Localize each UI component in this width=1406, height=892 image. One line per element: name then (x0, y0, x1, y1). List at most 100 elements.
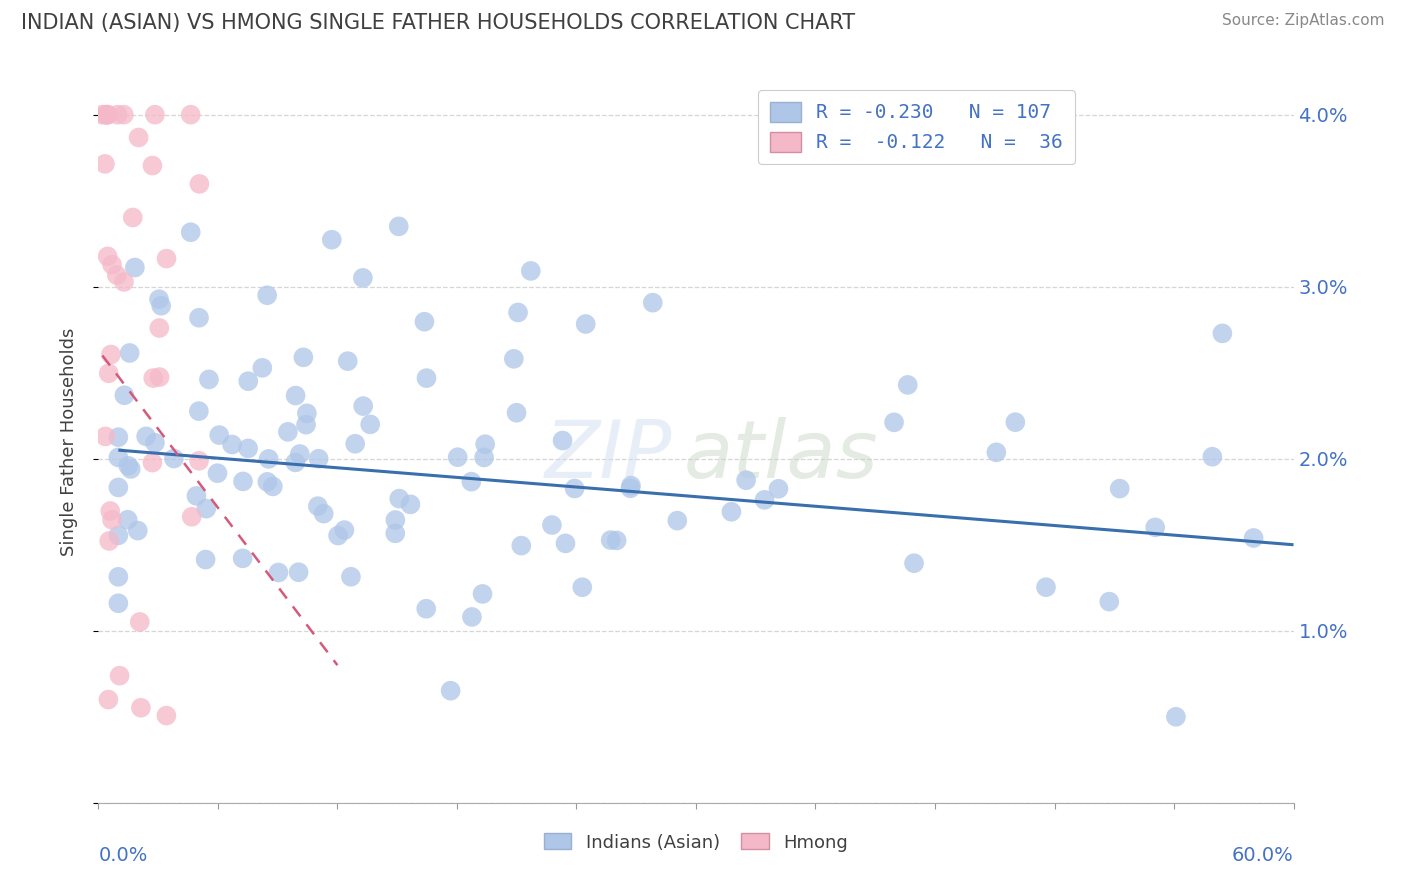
Point (232, 551, 254, 566)
Point (96, 108, 118, 122)
Point (148, 370, 170, 384)
Point (1108, 482, 1130, 496)
Point (551, 434, 574, 448)
Point (502, 351, 524, 366)
Point (571, 580, 593, 594)
Point (194, 552, 217, 566)
Point (287, 565, 309, 579)
Point (91, 108, 114, 122)
Point (359, 417, 381, 432)
Point (97, 108, 120, 122)
Point (232, 475, 254, 489)
Point (94, 429, 117, 443)
Point (606, 533, 628, 548)
Text: ZIP: ZIP (544, 417, 672, 495)
Point (120, 462, 142, 476)
Point (326, 528, 349, 542)
Point (471, 587, 494, 601)
Point (344, 436, 367, 450)
Point (107, 596, 129, 610)
Point (163, 451, 186, 466)
Point (112, 388, 135, 402)
Point (148, 321, 170, 335)
Point (97, 692, 120, 706)
Point (295, 417, 318, 432)
Point (180, 108, 202, 122)
Point (284, 455, 307, 469)
Point (117, 513, 139, 527)
Point (986, 445, 1008, 459)
Point (252, 360, 274, 375)
Point (100, 347, 122, 361)
Point (129, 700, 152, 714)
Point (415, 601, 437, 615)
Point (620, 478, 643, 492)
Point (897, 378, 920, 392)
Point (221, 437, 243, 451)
Point (267, 566, 290, 580)
Point (384, 526, 406, 541)
Point (1243, 531, 1265, 545)
Point (256, 288, 278, 302)
Point (94, 157, 117, 171)
Point (127, 524, 149, 538)
Point (98, 533, 121, 548)
Point (1098, 594, 1121, 608)
Point (195, 501, 218, 516)
Point (107, 570, 129, 584)
Point (188, 310, 211, 325)
Point (108, 668, 131, 682)
Point (505, 406, 527, 420)
Point (415, 371, 437, 385)
Point (141, 159, 163, 173)
Point (292, 351, 315, 365)
Point (447, 450, 470, 465)
Point (312, 507, 335, 521)
Point (97, 249, 120, 263)
Point (768, 482, 790, 496)
Point (117, 458, 139, 473)
Point (98, 504, 121, 518)
Point (352, 399, 374, 413)
Point (340, 570, 363, 584)
Point (112, 108, 135, 122)
Point (666, 514, 689, 528)
Point (143, 108, 166, 122)
Point (128, 615, 150, 629)
Point (107, 430, 129, 444)
Point (150, 299, 173, 313)
Point (148, 292, 170, 306)
Point (520, 264, 543, 278)
Point (510, 539, 533, 553)
Point (97, 366, 120, 380)
Point (735, 473, 758, 487)
Point (188, 454, 211, 468)
Point (903, 556, 925, 570)
Text: 0.0%: 0.0% (98, 847, 148, 865)
Point (439, 683, 461, 698)
Point (333, 523, 356, 537)
Point (288, 447, 311, 461)
Point (186, 489, 208, 503)
Text: INDIAN (ASIAN) VS HMONG SINGLE FATHER HOUSEHOLDS CORRELATION CHART: INDIAN (ASIAN) VS HMONG SINGLE FATHER HO… (21, 13, 855, 33)
Point (1164, 710, 1187, 724)
Legend: Indians (Asian), Hmong: Indians (Asian), Hmong (537, 826, 855, 859)
Point (101, 258, 124, 272)
Point (461, 610, 484, 624)
Point (321, 233, 343, 247)
Point (188, 177, 211, 191)
Point (554, 536, 576, 550)
Point (307, 499, 329, 513)
Point (180, 509, 202, 524)
Point (105, 268, 128, 282)
Point (541, 518, 564, 533)
Point (96, 108, 118, 122)
Point (107, 480, 129, 494)
Point (135, 429, 157, 443)
Point (118, 346, 141, 360)
Point (101, 513, 124, 527)
Point (94, 108, 117, 122)
Point (262, 479, 284, 493)
Point (112, 275, 135, 289)
Point (155, 252, 177, 266)
